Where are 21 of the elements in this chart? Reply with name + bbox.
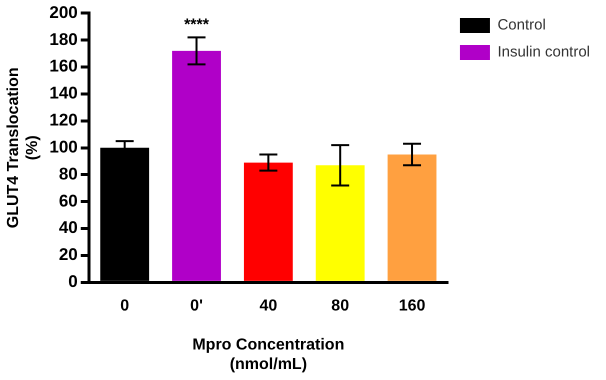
x-tick-label: 0 bbox=[120, 297, 130, 314]
y-tick-label: 20 bbox=[58, 245, 78, 264]
y-tick-label: 120 bbox=[49, 110, 78, 130]
legend-label: Control bbox=[497, 16, 546, 34]
x-axis-title: Mpro Concentration (nmol/mL) bbox=[192, 336, 344, 373]
x-tick-label: 160 bbox=[398, 297, 426, 314]
y-tick-label: 160 bbox=[49, 56, 78, 76]
legend-label: Insulin control bbox=[497, 44, 590, 61]
y-tick-label: 100 bbox=[49, 137, 78, 156]
y-axis-title: GLUT4 Translocation (%) bbox=[5, 67, 42, 228]
y-tick-label: 200 bbox=[49, 2, 78, 22]
y-tick-label: 0 bbox=[68, 272, 78, 292]
x-tick-label: 40 bbox=[259, 297, 278, 314]
y-tick-label: 140 bbox=[49, 84, 78, 103]
x-tick-label: 0' bbox=[190, 297, 203, 314]
y-tick-label: 60 bbox=[58, 191, 78, 210]
y-tick-label: 80 bbox=[58, 164, 78, 184]
y-tick-label: 180 bbox=[49, 30, 78, 49]
y-tick-label: 40 bbox=[58, 218, 78, 238]
x-tick-label: 80 bbox=[331, 297, 350, 314]
annotation: **** bbox=[184, 16, 210, 34]
